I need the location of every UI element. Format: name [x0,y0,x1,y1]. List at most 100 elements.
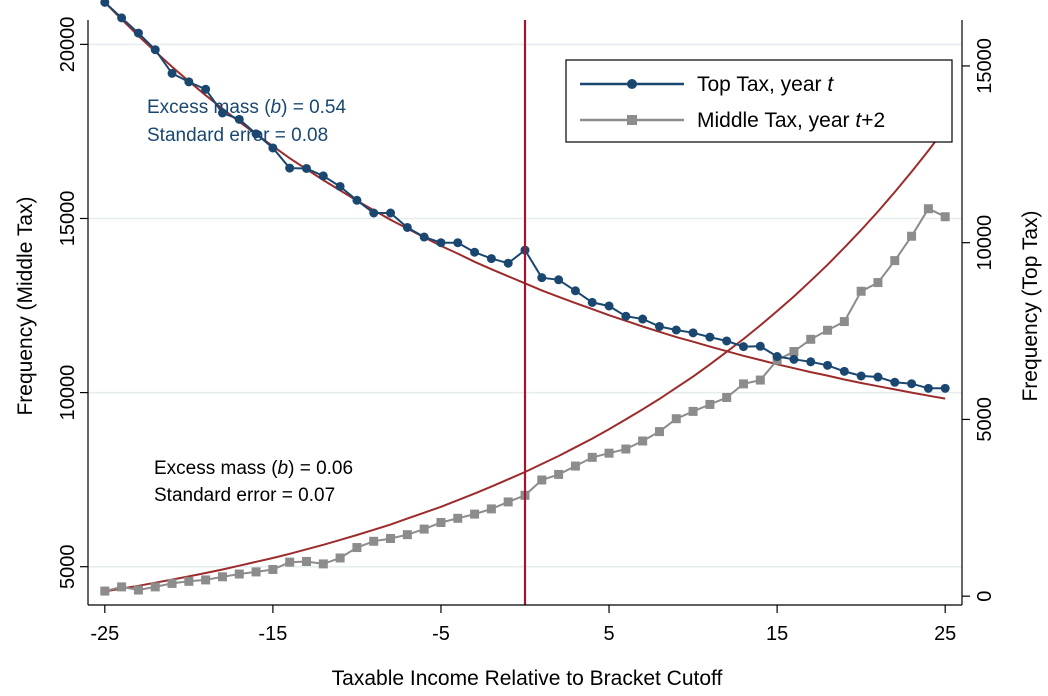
x-tick-label: -15 [258,623,287,645]
data-point-top [386,208,396,218]
y-axis-left-title: Frequency (Middle Tax) [14,196,37,415]
data-point-middle [890,256,900,266]
data-point-middle [133,585,143,595]
data-point-top [923,383,933,393]
data-point-middle [621,444,631,454]
data-point-top [285,163,295,173]
x-tick-label: -25 [90,623,119,645]
data-point-middle [537,475,547,485]
data-point-middle [402,530,412,540]
data-point-top [839,366,849,376]
data-point-top [419,232,429,242]
data-point-top [739,342,748,352]
data-point-middle [654,427,664,437]
data-point-middle [352,543,362,553]
data-point-top [302,163,311,173]
data-point-middle [503,497,513,507]
data-point-top [873,372,883,382]
data-point-top [402,222,412,232]
data-point-top [537,273,547,283]
data-point-top [755,341,765,351]
data-point-middle [419,524,429,534]
data-point-top [907,379,917,389]
data-point-middle [251,567,261,577]
annotation-top-line1: Excess mass (b) = 0.54 [147,97,347,118]
y-left-tick-label: 10000 [57,365,79,421]
data-point-top [100,0,110,7]
data-point-middle [386,533,396,543]
data-point-top [890,377,900,387]
data-point-middle [302,556,311,566]
data-point-top [234,114,244,124]
data-point-middle [806,334,816,344]
data-point-top [217,108,227,118]
data-point-top [369,208,379,218]
annotation-middle-line2: Standard error = 0.07 [154,485,335,506]
data-point-top [772,352,782,362]
y-right-tick-label: 10000 [974,215,996,271]
y-left-tick-label: 5000 [57,544,79,589]
data-point-middle [436,517,446,527]
legend: Top Tax, year t Middle Tax, year t+2 [565,59,953,143]
y-left-tick-label: 20000 [57,17,79,73]
data-point-top [554,275,564,285]
data-point-middle [839,317,849,327]
data-point-top [604,301,614,311]
data-point-middle [705,399,715,409]
data-point-middle [554,469,564,479]
data-point-top [789,354,799,364]
data-point-top [268,143,278,153]
data-point-middle [217,572,227,582]
y-left-tick-label: 15000 [57,191,79,247]
x-axis-title: Taxable Income Relative to Bracket Cutof… [332,667,723,690]
data-point-middle [604,448,614,458]
data-point-top [184,77,194,87]
data-point-top [150,45,160,55]
legend-top-swatch-marker [627,79,637,89]
data-point-middle [789,347,799,356]
x-tick-label: 25 [934,623,956,645]
data-point-top [705,332,715,342]
data-point-middle [940,212,950,222]
data-point-middle [167,578,177,588]
data-point-middle [587,452,597,462]
data-point-top [722,336,732,346]
annotation-top-line2: Standard error = 0.08 [147,125,328,146]
data-point-middle [268,564,278,574]
data-point-middle [470,509,480,519]
y-right-tick-label: 0 [974,591,996,602]
data-point-middle [722,392,732,402]
data-point-middle [369,536,379,546]
x-tick-label: -5 [432,623,450,645]
data-point-top [671,325,681,335]
data-point-middle [755,375,765,385]
x-tick-label: 5 [603,623,614,645]
data-point-top [352,195,362,205]
y-right-tick-label: 5000 [974,397,996,442]
legend-box [565,59,953,143]
data-point-middle [671,414,681,424]
data-point-middle [923,204,933,214]
data-point-top [621,311,631,321]
axes: -25 -15 -5 5 15 25 5000 10000 15000 20000 0 5000 100… [57,17,996,645]
data-point-middle [150,582,160,592]
y-right-tick-label: 15000 [974,38,996,94]
legend-top-label: Top Tax, year t [697,73,834,96]
data-point-top [201,84,211,94]
data-point-top [117,13,127,23]
data-point-top [940,383,950,393]
data-point-middle [688,406,698,416]
data-point-top [587,297,597,307]
data-point-middle [201,575,211,585]
data-point-middle [907,231,917,241]
data-point-top [654,321,664,331]
annotation-middle-line1: Excess mass (b) = 0.06 [154,458,353,479]
data-point-middle [318,559,328,569]
data-point-top [486,254,496,264]
data-point-middle [486,504,496,514]
data-point-middle [453,513,463,523]
data-point-top [503,258,513,268]
data-point-top [133,28,143,38]
data-point-middle [335,553,345,563]
